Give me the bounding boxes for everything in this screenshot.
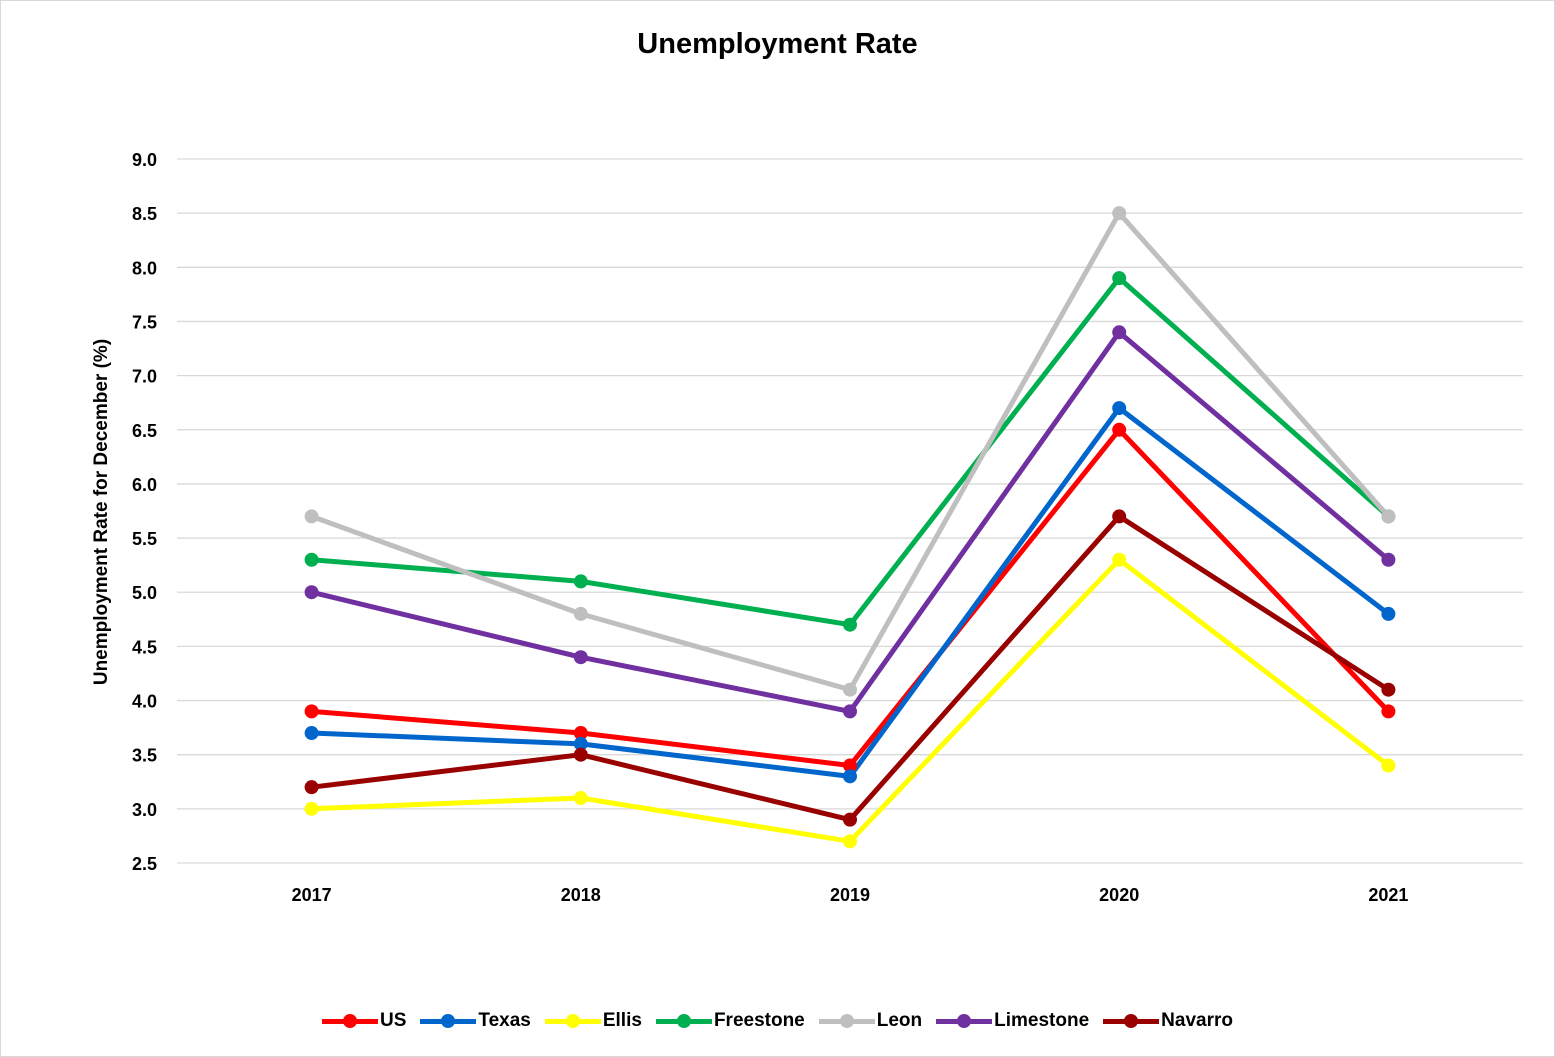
y-tick-label: 9.0 <box>132 150 157 170</box>
data-point-leon <box>573 606 588 621</box>
legend-label: Limestone <box>994 1010 1090 1031</box>
y-tick-label: 3.5 <box>132 746 157 766</box>
legend-label: Ellis <box>602 1010 642 1031</box>
legend-item-us: US <box>321 1010 407 1032</box>
data-point-leon <box>1112 206 1127 221</box>
x-tick-label: 2019 <box>830 885 870 905</box>
legend-item-ellis: Ellis <box>544 1010 642 1032</box>
x-tick-label: 2020 <box>1099 885 1139 905</box>
data-point-navarro <box>1112 509 1127 524</box>
data-point-texas <box>1112 401 1127 416</box>
data-point-navarro <box>1381 682 1396 697</box>
y-tick-label: 5.0 <box>132 583 157 603</box>
data-point-limestone <box>304 585 319 600</box>
y-tick-label: 7.5 <box>132 312 157 332</box>
data-point-navarro <box>843 812 857 827</box>
data-point-us <box>1381 704 1396 719</box>
legend-item-leon: Leon <box>818 1010 923 1032</box>
y-tick-label: 2.5 <box>132 854 157 874</box>
x-tick-label: 2017 <box>292 885 332 905</box>
legend: US Texas Ellis Freestone Leon Limestone Navarr… <box>0 1008 1555 1034</box>
y-tick-label: 5.5 <box>132 529 157 549</box>
data-point-ellis <box>843 834 857 849</box>
data-point-limestone <box>843 704 857 719</box>
data-point-freestone <box>304 552 319 567</box>
data-point-navarro <box>573 747 588 762</box>
y-tick-label: 6.5 <box>132 421 157 441</box>
legend-label: Leon <box>876 1010 923 1031</box>
data-point-texas <box>1381 606 1396 621</box>
data-point-ellis <box>1112 552 1127 567</box>
data-point-leon <box>304 509 319 524</box>
legend-swatch <box>321 1014 378 1028</box>
data-point-texas <box>304 726 319 741</box>
x-tick-label: 2021 <box>1368 885 1408 905</box>
data-point-ellis <box>304 801 319 816</box>
y-tick-label: 4.0 <box>132 692 157 712</box>
data-point-limestone <box>1112 325 1127 340</box>
data-point-freestone <box>573 574 588 589</box>
data-point-us <box>573 726 588 741</box>
legend-swatch <box>655 1014 712 1028</box>
data-point-freestone <box>1112 271 1127 286</box>
data-point-us <box>843 758 857 773</box>
data-point-ellis <box>1381 758 1396 773</box>
legend-item-freestone: Freestone <box>655 1010 805 1032</box>
x-tick-label: 2018 <box>561 885 601 905</box>
y-tick-label: 8.5 <box>132 204 157 224</box>
y-tick-label: 7.0 <box>132 367 157 387</box>
legend-label: Navarro <box>1161 1010 1233 1031</box>
series-line-limestone <box>309 329 1391 714</box>
data-point-navarro <box>304 780 319 795</box>
data-point-freestone <box>843 617 857 632</box>
legend-swatch <box>544 1014 601 1028</box>
data-point-limestone <box>573 650 588 665</box>
legend-label: Freestone <box>713 1010 805 1031</box>
data-point-us <box>1112 422 1127 437</box>
y-tick-label: 4.5 <box>132 637 157 657</box>
legend-item-texas: Texas <box>420 1010 531 1032</box>
data-point-us <box>304 704 319 719</box>
legend-swatch <box>1103 1014 1160 1028</box>
legend-swatch <box>420 1014 477 1028</box>
data-point-texas <box>573 736 588 751</box>
legend-item-navarro: Navarro <box>1103 1010 1233 1032</box>
legend-swatch <box>936 1014 993 1028</box>
data-point-texas <box>843 769 857 784</box>
data-point-limestone <box>1381 552 1396 567</box>
data-point-leon <box>843 682 857 697</box>
legend-swatch <box>818 1014 875 1028</box>
data-point-leon <box>1381 509 1396 524</box>
y-tick-label: 3.0 <box>132 800 157 820</box>
y-tick-label: 6.0 <box>132 475 157 495</box>
legend-label: US <box>379 1010 407 1031</box>
chart-title: Unemployment Rate <box>637 28 918 60</box>
data-point-ellis <box>573 791 588 806</box>
y-tick-label: 8.0 <box>132 258 157 278</box>
legend-label: Texas <box>478 1010 531 1031</box>
legend-item-limestone: Limestone <box>936 1010 1089 1032</box>
